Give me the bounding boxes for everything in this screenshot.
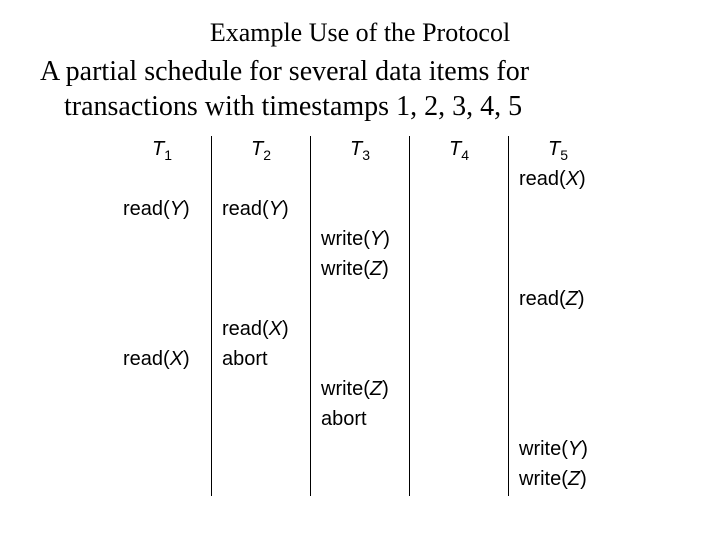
table-cell [113, 256, 212, 286]
table-cell [509, 346, 608, 376]
table-cell [509, 226, 608, 256]
table-header-row: T1T2T3T4T5 [113, 136, 607, 166]
table-cell: write(Y) [311, 226, 410, 256]
table-cell [311, 286, 410, 316]
table-row: read(X)abort [113, 346, 607, 376]
table-cell: write(Z) [311, 376, 410, 406]
table-cell: write(Z) [311, 256, 410, 286]
table-cell [410, 196, 509, 226]
column-header-t1: T1 [113, 136, 212, 166]
table-cell [113, 226, 212, 256]
table-cell [113, 376, 212, 406]
table-cell [410, 406, 509, 436]
table-cell: read(Y) [113, 196, 212, 226]
table-cell [212, 256, 311, 286]
column-header-t2: T2 [212, 136, 311, 166]
table-cell [113, 406, 212, 436]
table-cell [212, 226, 311, 256]
table-row: abort [113, 406, 607, 436]
table-cell [410, 316, 509, 346]
subtitle-line-2: transactions with timestamps 1, 2, 3, 4,… [64, 91, 522, 122]
table-cell: write(Y) [509, 436, 608, 466]
table-cell: abort [311, 406, 410, 436]
column-header-t5: T5 [509, 136, 608, 166]
table-cell [410, 436, 509, 466]
table-cell [212, 376, 311, 406]
table-cell [212, 406, 311, 436]
table-row: read(X) [113, 316, 607, 346]
table-row: read(Z) [113, 286, 607, 316]
table-cell [212, 466, 311, 496]
table-cell: read(Z) [509, 286, 608, 316]
table-row: write(Z) [113, 256, 607, 286]
table-cell [410, 286, 509, 316]
table-row: read(Y)read(Y) [113, 196, 607, 226]
table-cell: read(X) [509, 166, 608, 196]
table-cell [509, 316, 608, 346]
column-header-t3: T3 [311, 136, 410, 166]
subtitle-line-1: A partial schedule for several data item… [40, 56, 529, 87]
table-cell [311, 346, 410, 376]
table-cell [410, 166, 509, 196]
table-cell [509, 376, 608, 406]
column-header-t4: T4 [410, 136, 509, 166]
table-cell [311, 466, 410, 496]
table-cell [311, 166, 410, 196]
slide-title: Example Use of the Protocol [40, 18, 680, 48]
table-cell [113, 316, 212, 346]
table-cell [410, 226, 509, 256]
table-cell: read(X) [113, 346, 212, 376]
table-cell [113, 166, 212, 196]
table-cell [212, 436, 311, 466]
table-cell [212, 286, 311, 316]
table-cell [410, 256, 509, 286]
slide-subtitle: A partial schedule for several data item… [40, 54, 680, 124]
table-row: write(Z) [113, 376, 607, 406]
table-cell: abort [212, 346, 311, 376]
table-cell [509, 256, 608, 286]
table-cell [311, 196, 410, 226]
table-cell [509, 196, 608, 226]
schedule-table: T1T2T3T4T5 read(X)read(Y)read(Y)write(Y)… [113, 136, 607, 496]
table-row: write(Y) [113, 226, 607, 256]
table-cell [113, 286, 212, 316]
table-cell [410, 376, 509, 406]
table-cell: read(Y) [212, 196, 311, 226]
table-cell [410, 466, 509, 496]
table-row: write(Z) [113, 466, 607, 496]
table-cell [113, 436, 212, 466]
table-row: read(X) [113, 166, 607, 196]
table-cell [311, 436, 410, 466]
table-cell: read(X) [212, 316, 311, 346]
table-cell [509, 406, 608, 436]
table-cell [410, 346, 509, 376]
table-cell [113, 466, 212, 496]
table-cell [212, 166, 311, 196]
table-row: write(Y) [113, 436, 607, 466]
table-cell: write(Z) [509, 466, 608, 496]
table-cell [311, 316, 410, 346]
